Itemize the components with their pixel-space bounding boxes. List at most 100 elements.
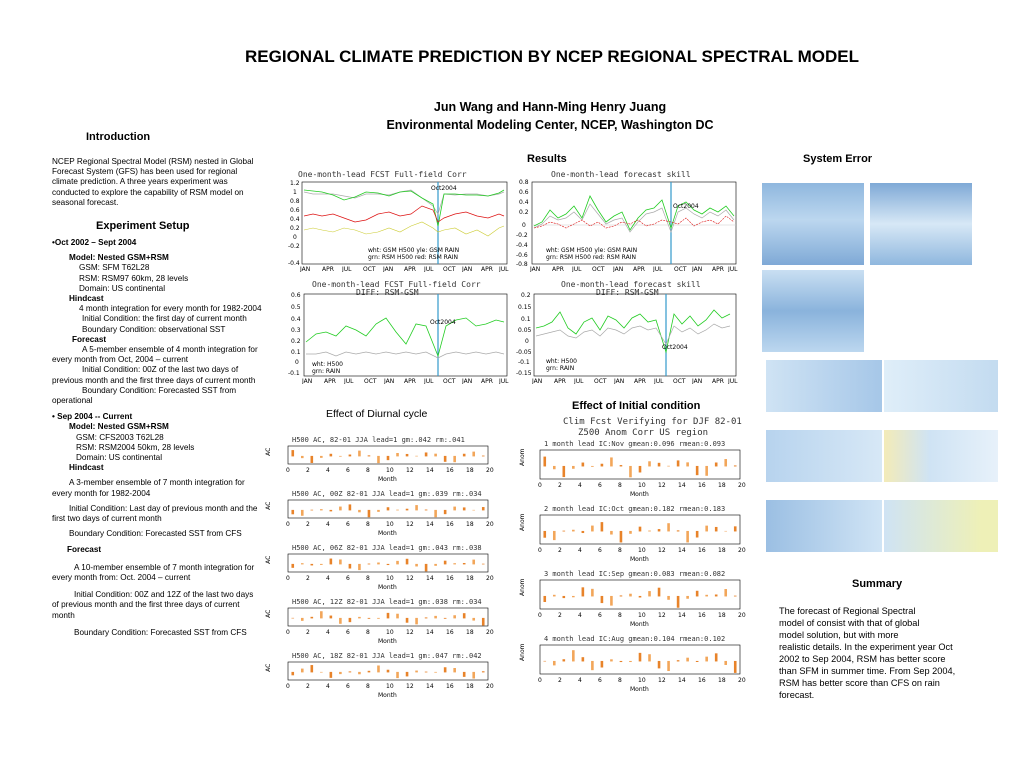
svg-text:JUL: JUL <box>727 266 738 272</box>
summary-heading: Summary <box>852 578 903 590</box>
svg-text:0.5: 0.5 <box>291 304 301 311</box>
bar <box>481 507 485 511</box>
x-tick-label: 2 <box>558 612 562 619</box>
bar <box>453 615 456 619</box>
svg-text:APR: APR <box>324 378 336 384</box>
legend-line: wht: GSM H500 yle: GSM RAIN <box>546 247 637 254</box>
gsm-h500-line <box>303 189 505 215</box>
affiliation: Environmental Modeling Center, NCEP, Was… <box>386 118 714 132</box>
x-tick-label: 16 <box>446 521 454 528</box>
rsm-h500-line <box>303 189 505 227</box>
svg-text:0.2: 0.2 <box>291 338 301 345</box>
x-tick-label: 14 <box>678 482 686 489</box>
bar <box>714 526 718 532</box>
bar <box>591 660 594 671</box>
x-tick-label: 14 <box>426 521 434 528</box>
x-tick-label: 20 <box>738 547 746 554</box>
system-error-map-us <box>884 360 998 412</box>
bar-panel-svg: Anom Corr 0 2 4 6 8 10 12 14 16 18 20 Month <box>519 513 746 563</box>
svg-text:JAN: JAN <box>299 266 310 272</box>
bar <box>543 456 547 467</box>
svg-text:-0.4: -0.4 <box>516 242 528 249</box>
x-tick-label: 10 <box>638 547 646 554</box>
x-tick-label: 20 <box>486 467 494 474</box>
bar <box>543 530 547 538</box>
x-tick-label: 20 <box>486 629 494 636</box>
bar <box>638 526 642 532</box>
x-tick-label: 0 <box>538 482 542 489</box>
bar <box>600 595 604 604</box>
setup-heading: Experiment Setup <box>96 220 190 232</box>
bar <box>648 530 651 532</box>
oct2004-label: Oct2004 <box>673 203 699 210</box>
x-tick-label: 6 <box>598 482 602 489</box>
x-tick-label: 12 <box>406 683 414 690</box>
svg-text:JUL: JUL <box>423 266 434 272</box>
bar-panel-title: H500 AC, 18Z 82-01 JJA lead=1 gm:.047 rm… <box>292 652 482 660</box>
bar <box>415 455 418 457</box>
bar <box>591 525 594 532</box>
x-tick-label: 14 <box>426 575 434 582</box>
setup-line: Initial Condition: 00Z of the last two d… <box>52 365 256 385</box>
svg-text:0: 0 <box>525 338 529 345</box>
svg-text:OCT: OCT <box>443 266 456 272</box>
svg-text:JAN: JAN <box>382 266 393 272</box>
bar <box>543 595 547 602</box>
bar-panel-title: 1 month lead IC:Nov gmean:0.096 rmean:0.… <box>544 440 726 448</box>
x-tick-label: 10 <box>638 482 646 489</box>
bar <box>733 595 737 597</box>
bar <box>367 563 371 565</box>
setup-line: RSM: RSM2004 50km, 28 levels <box>76 442 195 452</box>
bar <box>657 462 661 467</box>
bar-panel-svg: AC 0 2 4 6 8 10 12 14 16 18 20 Month <box>265 445 494 483</box>
svg-text:APR: APR <box>633 266 645 272</box>
setup-line: Domain: US continental <box>76 453 163 463</box>
bar <box>733 526 737 532</box>
x-tick-label: 2 <box>558 482 562 489</box>
system-error-map-us <box>766 500 882 552</box>
bar <box>686 462 689 467</box>
summary-text: The forecast of Regional Spectral model … <box>779 605 979 701</box>
x-tick-label: 6 <box>346 683 350 690</box>
bar <box>481 455 485 457</box>
setup-line: Hindcast <box>69 294 104 304</box>
y-axis-label: AC <box>265 556 272 564</box>
svg-text:JUL: JUL <box>498 266 509 272</box>
x-tick-label: 8 <box>366 521 370 528</box>
x-tick-label: 6 <box>598 612 602 619</box>
bar-panel-svg: AC 0 2 4 6 8 10 12 14 16 18 20 Month <box>265 553 494 591</box>
bar <box>648 654 651 662</box>
bar <box>648 591 651 597</box>
x-ticks: JAN APR JUL OCT JAN APR JUL OCT JAN APR JUL <box>299 266 509 272</box>
bar-panel-title: 3 month lead IC:Sep gmean:0.083 rmean:0.… <box>544 570 726 578</box>
svg-text:APR: APR <box>554 378 566 384</box>
x-tick-label: 8 <box>618 547 622 554</box>
bar <box>695 530 699 538</box>
bar <box>629 530 632 534</box>
bar <box>581 657 585 662</box>
bar <box>724 530 728 532</box>
bar <box>453 668 456 673</box>
summary-line: The forecast of Regional Spectral <box>779 606 916 616</box>
bar <box>310 616 314 619</box>
bar-panel: 3 month lead IC:Sep gmean:0.083 rmean:0.… <box>512 570 752 631</box>
legend-line: wht: H500 <box>546 358 577 365</box>
bar <box>462 613 466 619</box>
x-tick-label: 4 <box>326 575 330 582</box>
svg-text:APR: APR <box>404 266 416 272</box>
bar <box>300 509 304 516</box>
svg-text:-0.2: -0.2 <box>516 232 528 239</box>
bar <box>443 667 447 673</box>
bar <box>386 455 390 461</box>
bar <box>415 670 418 673</box>
y-axis-label: AC <box>265 664 272 672</box>
svg-text:APR: APR <box>404 378 416 384</box>
setup-line: •Oct 2002 – Sept 2004 <box>52 238 137 247</box>
bar <box>358 671 361 675</box>
bar-panel-title: 4 month lead IC:Aug gmean:0.104 rmean:0.… <box>544 635 726 643</box>
bar <box>310 509 314 511</box>
x-tick-label: 2 <box>558 677 562 684</box>
x-tick-label: 6 <box>598 547 602 554</box>
x-tick-label: 16 <box>446 467 454 474</box>
x-tick-label: 12 <box>658 677 666 684</box>
